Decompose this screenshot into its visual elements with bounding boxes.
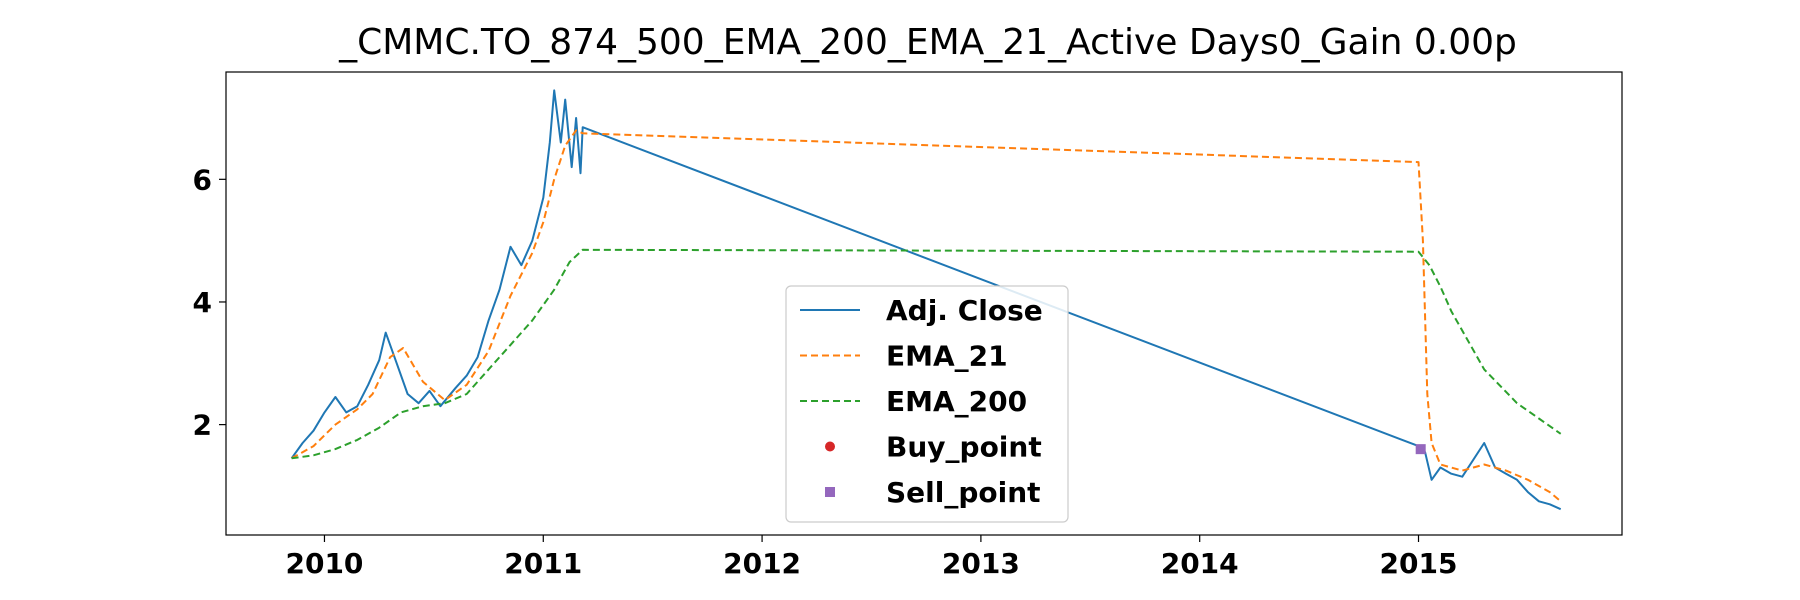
axes: 2010 2011 2012 2013 2014 2015 2 4 6 (193, 163, 1458, 580)
series-line-adj-close (290, 89, 1562, 511)
x-tick-label: 2010 (285, 547, 363, 580)
x-tick-label: 2014 (1161, 547, 1239, 580)
series-line-ema-200 (291, 248, 1562, 460)
legend-label: EMA_21 (886, 340, 1008, 373)
legend-swatch (825, 441, 835, 452)
x-tick-label: 2012 (723, 547, 801, 580)
plot-area-frame (225, 71, 1623, 536)
y-tick-label: 2 (193, 409, 212, 442)
x-tick-label: 2013 (942, 547, 1020, 580)
x-tick-label: 2015 (1380, 547, 1458, 580)
legend-label: EMA_200 (886, 385, 1027, 418)
points-layer (1415, 444, 1426, 455)
legend: Adj. Close EMA_21 EMA_200 Buy_point Sell_poi… (785, 285, 1069, 523)
chart-title: _CMMC.TO_874_500_EMA_200_EMA_21_Active D… (338, 22, 1517, 63)
x-tick-label: 2011 (504, 547, 582, 580)
legend-swatch (825, 487, 835, 497)
legend-label: Adj. Close (886, 294, 1043, 327)
y-tick-label: 6 (193, 163, 212, 196)
legend-box (785, 285, 1069, 523)
y-tick-label: 4 (193, 286, 212, 319)
series-layer (290, 89, 1562, 511)
series-line-ema-21 (291, 129, 1562, 503)
sell-point-marker (1415, 444, 1426, 455)
legend-label: Buy_point (886, 431, 1042, 464)
legend-label: Sell_point (886, 476, 1041, 509)
